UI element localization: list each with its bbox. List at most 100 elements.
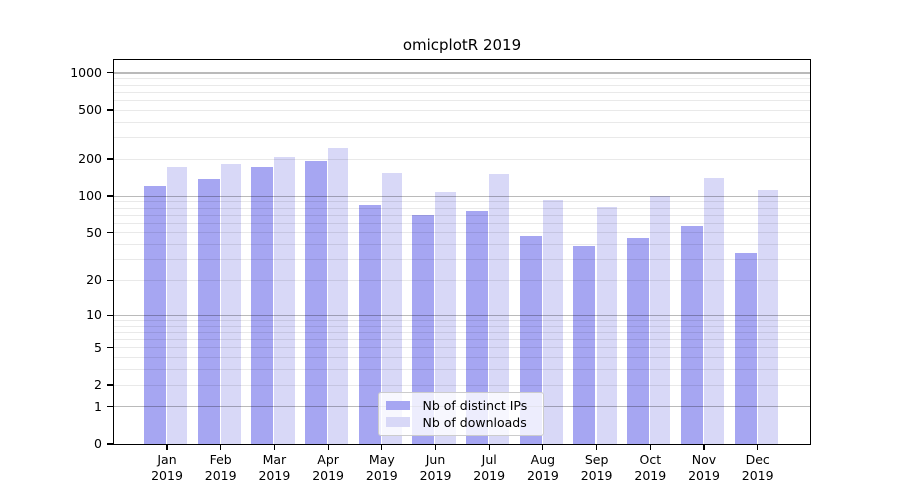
x-tick-jul: [488, 444, 490, 450]
x-tick-label-dec: Dec 2019: [726, 452, 790, 484]
y-tick-100: [106, 195, 113, 197]
x-tick-month-dec: Dec: [745, 452, 770, 467]
x-tick-label-apr: Apr 2019: [296, 452, 360, 484]
y-tick-5: [106, 347, 113, 349]
minor-gridline-8: [113, 325, 811, 327]
minor-gridline-200: [113, 158, 811, 160]
x-tick-year-aug: 2019: [526, 468, 559, 483]
plot-area: [112, 58, 812, 446]
bar-distinct-ips-jul: [466, 211, 489, 444]
minor-gridline-300: [113, 137, 811, 139]
y-tick-label-1: 1: [94, 398, 102, 414]
bar-distinct-ips-may: [358, 205, 381, 444]
minor-gridline-60: [113, 222, 811, 224]
bar-distinct-ips-oct: [627, 238, 650, 444]
x-tick-label-jul: Jul 2019: [457, 452, 521, 484]
bar-distinct-ips-aug: [519, 235, 542, 444]
x-tick-may: [381, 444, 383, 450]
x-tick-month-apr: Apr: [317, 452, 339, 467]
y-tick-10: [106, 314, 113, 316]
x-tick-month-jun: Jun: [425, 452, 446, 467]
y-tick-200: [106, 158, 113, 160]
bar-downloads-apr: [328, 147, 349, 444]
x-tick-feb: [220, 444, 222, 450]
x-tick-label-sep: Sep 2019: [565, 452, 629, 484]
bar-downloads-dec: [757, 190, 778, 444]
bar-downloads-may: [381, 173, 402, 444]
x-tick-label-nov: Nov 2019: [672, 452, 736, 484]
minor-gridline-7: [113, 331, 811, 333]
bar-distinct-ips-jan: [143, 186, 166, 444]
major-gridline-100: [113, 195, 811, 197]
x-tick-jun: [434, 444, 437, 450]
legend: Nb of distinct IPs Nb of downloads: [378, 392, 544, 436]
bar-distinct-ips-apr: [304, 160, 327, 444]
minor-gridline-700: [113, 91, 811, 93]
x-tick-sep: [596, 444, 598, 450]
bar-downloads-feb: [220, 163, 241, 444]
bar-distinct-ips-sep: [573, 245, 596, 444]
bar-downloads-jun: [435, 192, 456, 444]
y-tick-label-1000: 1000: [70, 64, 102, 80]
minor-gridline-500: [113, 109, 811, 111]
y-tick-label-100: 100: [78, 188, 102, 204]
major-gridline-10: [113, 314, 811, 316]
bars-layer: [114, 60, 811, 445]
x-tick-month-sep: Sep: [584, 452, 609, 467]
minor-gridline-800: [113, 84, 811, 86]
minor-gridline-6: [113, 339, 811, 341]
x-tick-label-feb: Feb 2019: [189, 452, 253, 484]
bar-distinct-ips-mar: [251, 167, 274, 444]
x-tick-mar: [273, 444, 275, 450]
x-tick-nov: [703, 444, 705, 450]
x-tick-month-mar: Mar: [262, 452, 287, 467]
x-tick-month-jul: Jul: [481, 452, 497, 467]
x-tick-aug: [542, 444, 544, 450]
x-tick-month-oct: Oct: [639, 452, 662, 467]
x-tick-year-may: 2019: [365, 468, 398, 483]
legend-swatch-downloads-icon: [386, 417, 410, 427]
bar-downloads-sep: [596, 206, 617, 444]
y-tick-label-0: 0: [94, 436, 102, 451]
minor-gridline-80: [113, 207, 811, 209]
minor-gridline-4: [113, 357, 811, 359]
minor-gridline-30: [113, 259, 811, 261]
minor-gridline-2: [113, 384, 811, 386]
y-tick-1000: [106, 72, 113, 74]
x-tick-year-nov: 2019: [688, 468, 720, 483]
x-tick-label-jun: Jun 2019: [404, 452, 468, 484]
x-tick-month-may: May: [368, 452, 395, 467]
x-tick-oct: [649, 444, 651, 450]
x-tick-year-feb: 2019: [204, 468, 237, 483]
y-tick-label-2: 2: [94, 376, 102, 392]
legend-swatch-ips-icon: [386, 400, 410, 411]
bar-distinct-ips-jun: [412, 215, 435, 444]
legend-label-downloads: Nb of downloads: [422, 414, 527, 430]
legend-row-downloads: Nb of downloads: [386, 415, 537, 430]
y-tick-0: [106, 443, 113, 445]
bar-distinct-ips-nov: [680, 225, 703, 444]
bar-distinct-ips-feb: [197, 179, 220, 444]
legend-row-ips: Nb of distinct IPs: [386, 398, 537, 413]
x-tick-label-may: May 2019: [350, 452, 414, 484]
y-tick-500: [106, 109, 113, 111]
bar-downloads-jul: [489, 174, 510, 444]
minor-gridline-40: [113, 244, 811, 246]
x-tick-year-sep: 2019: [580, 468, 613, 483]
minor-gridline-600: [113, 99, 811, 101]
legend-label-ips: Nb of distinct IPs: [422, 397, 528, 413]
x-tick-dec: [757, 444, 759, 450]
x-tick-year-dec: 2019: [741, 468, 774, 483]
bar-downloads-mar: [274, 156, 295, 444]
minor-gridline-50: [113, 232, 811, 234]
x-tick-month-nov: Nov: [691, 452, 717, 467]
x-tick-month-feb: Feb: [209, 452, 232, 467]
minor-gridline-900: [113, 78, 811, 80]
minor-gridline-3: [113, 369, 811, 371]
x-tick-jan: [166, 444, 168, 450]
x-tick-month-aug: Aug: [530, 452, 556, 467]
y-tick-label-5: 5: [94, 339, 102, 355]
x-tick-month-jan: Jan: [157, 452, 177, 467]
x-tick-apr: [327, 444, 329, 450]
